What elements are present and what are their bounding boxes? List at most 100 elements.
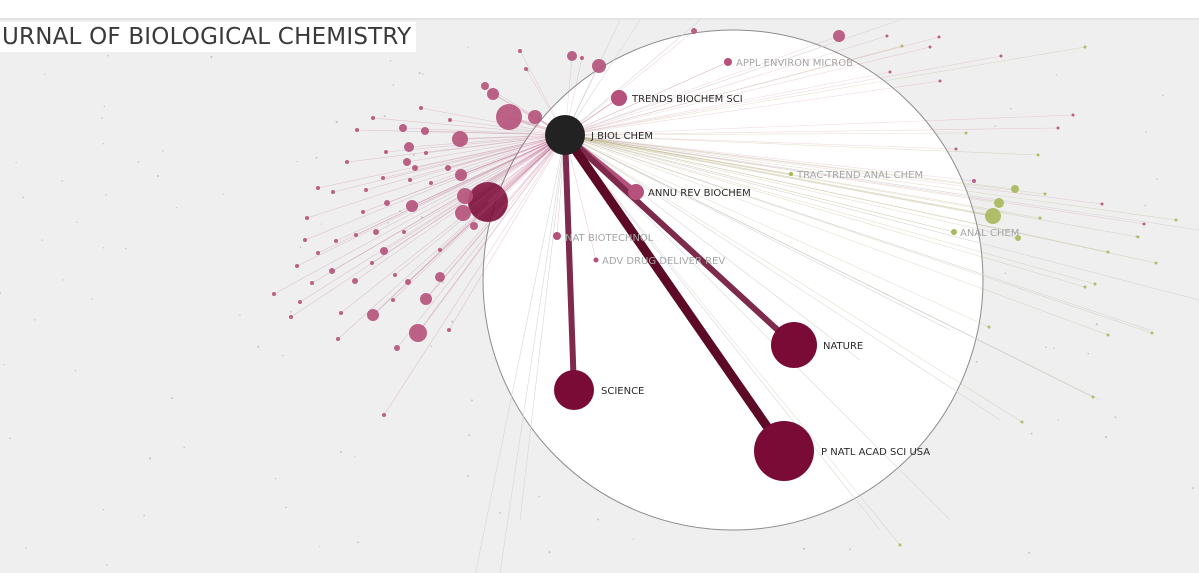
citation-network-graph[interactable]: APPL ENVIRON MICROB TRENDS BIOCHEM SCI TRA…: [0, 20, 1199, 573]
citing-journal-node[interactable]: [1056, 126, 1060, 130]
citing-journal-node[interactable]: [481, 82, 489, 90]
node-nat-biotechnol[interactable]: [553, 232, 561, 240]
node-trac-trend-anal-chem[interactable]: [789, 172, 793, 176]
citing-journal-node[interactable]: [355, 128, 359, 132]
citing-journal-node[interactable]: [329, 268, 335, 274]
node-science[interactable]: [554, 370, 594, 410]
citing-journal-node[interactable]: [447, 328, 451, 332]
node-trac-trend-anal-chem-label[interactable]: TRAC-TREND ANAL CHEM: [796, 170, 923, 181]
citing-journal-node[interactable]: [888, 70, 892, 74]
citing-journal-node[interactable]: [272, 292, 276, 296]
citing-journal-node[interactable]: [445, 165, 451, 171]
node-appl-environ-microb-label[interactable]: APPL ENVIRON MICROB: [736, 58, 853, 69]
citing-journal-node[interactable]: [399, 124, 407, 132]
citing-journal-node[interactable]: [954, 147, 958, 151]
chemistry-journal-node[interactable]: [898, 543, 902, 547]
citing-journal-node[interactable]: [518, 49, 522, 53]
chemistry-journal-node[interactable]: [987, 325, 991, 329]
citing-journal-node[interactable]: [409, 324, 427, 342]
chemistry-journal-node[interactable]: [1091, 395, 1095, 399]
citing-journal-node[interactable]: [381, 176, 385, 180]
node-trends-biochem-sci-label[interactable]: TRENDS BIOCHEM SCI: [631, 94, 743, 105]
citing-journal-node[interactable]: [405, 279, 411, 285]
citing-journal-node[interactable]: [380, 247, 388, 255]
citing-journal-node[interactable]: [885, 34, 889, 38]
citing-journal-node[interactable]: [345, 160, 349, 164]
citing-journal-node[interactable]: [1100, 202, 1104, 206]
node-adv-drug-deliver-rev-label[interactable]: ADV DRUG DELIVER REV: [602, 256, 725, 267]
citing-journal-node[interactable]: [364, 188, 368, 192]
citing-journal-node[interactable]: [833, 30, 845, 42]
citing-journal-node[interactable]: [406, 200, 418, 212]
citing-journal-node[interactable]: [352, 278, 358, 284]
citing-journal-node[interactable]: [403, 158, 411, 166]
chemistry-journal-node[interactable]: [1015, 235, 1021, 241]
citing-journal-node[interactable]: [435, 272, 445, 282]
citing-journal-node[interactable]: [331, 190, 335, 194]
citing-journal-node[interactable]: [361, 210, 365, 214]
network-canvas[interactable]: APPL ENVIRON MICROB TRENDS BIOCHEM SCI TRA…: [0, 20, 1199, 573]
chemistry-journal-node[interactable]: [1150, 331, 1154, 335]
citing-journal-node[interactable]: [371, 116, 375, 120]
citing-journal-node[interactable]: [370, 261, 374, 265]
citing-journal-node[interactable]: [394, 345, 400, 351]
citing-journal-node[interactable]: [455, 169, 467, 181]
node-p-natl-acad-sci-usa-label[interactable]: P NATL ACAD SCI USA: [821, 447, 930, 458]
citing-journal-node[interactable]: [373, 229, 379, 235]
citing-journal-node[interactable]: [316, 186, 320, 190]
citing-journal-node[interactable]: [419, 106, 423, 110]
chemistry-journal-node[interactable]: [1038, 216, 1042, 220]
citing-journal-node[interactable]: [424, 151, 428, 155]
citing-journal-node[interactable]: [404, 142, 414, 152]
citing-journal-node[interactable]: [1142, 222, 1146, 226]
chemistry-journal-node[interactable]: [1043, 192, 1047, 196]
chemistry-journal-node[interactable]: [994, 198, 1004, 208]
citing-journal-node[interactable]: [408, 178, 412, 182]
chemistry-journal-node[interactable]: [1154, 261, 1158, 265]
node-anal-chem[interactable]: [951, 229, 957, 235]
citing-journal-node[interactable]: [455, 205, 471, 221]
citing-journal-node[interactable]: [298, 300, 302, 304]
citing-journal-node[interactable]: [928, 45, 932, 49]
citing-journal-node[interactable]: [524, 67, 528, 71]
chemistry-journal-node[interactable]: [964, 131, 968, 135]
citing-journal-node[interactable]: [334, 239, 338, 243]
node-appl-environ-microb[interactable]: [724, 58, 732, 66]
citing-journal-node[interactable]: [305, 216, 309, 220]
citing-journal-node[interactable]: [691, 28, 697, 34]
chemistry-journal-node[interactable]: [1083, 45, 1087, 49]
citing-journal-node[interactable]: [336, 337, 340, 341]
node-nat-biotechnol-label[interactable]: NAT BIOTECHNOL: [565, 233, 654, 244]
citing-journal-node[interactable]: [972, 179, 976, 183]
citing-journal-node[interactable]: [412, 165, 418, 171]
citing-journal-node[interactable]: [938, 79, 942, 83]
citing-journal-node[interactable]: [567, 51, 577, 61]
chemistry-journal-node[interactable]: [1093, 282, 1097, 286]
citing-journal-node[interactable]: [391, 298, 395, 302]
citing-journal-node[interactable]: [429, 181, 433, 185]
citing-journal-node[interactable]: [999, 54, 1003, 58]
citing-journal-node[interactable]: [421, 127, 429, 135]
chemistry-journal-node[interactable]: [1036, 153, 1040, 157]
citing-journal-node[interactable]: [420, 293, 432, 305]
citing-journal-node[interactable]: [452, 131, 468, 147]
citing-journal-node[interactable]: [487, 88, 499, 100]
citing-journal-node[interactable]: [367, 309, 379, 321]
node-trends-biochem-sci[interactable]: [611, 90, 627, 106]
node-nature-label[interactable]: NATURE: [823, 341, 863, 352]
node-adv-drug-deliver-rev[interactable]: [593, 257, 599, 263]
chemistry-journal-node[interactable]: [1011, 185, 1019, 193]
chemistry-journal-node[interactable]: [985, 208, 1001, 224]
node-nature[interactable]: [771, 322, 817, 368]
citing-journal-node[interactable]: [937, 35, 941, 39]
chemistry-journal-node[interactable]: [900, 44, 904, 48]
citing-journal-node[interactable]: [382, 413, 386, 417]
focus-node-j-biol-chem[interactable]: [545, 115, 585, 155]
citing-journal-node[interactable]: [402, 230, 406, 234]
node-annu-rev-biochem[interactable]: [628, 184, 644, 200]
citing-journal-node[interactable]: [528, 110, 542, 124]
citing-journal-node[interactable]: [303, 238, 307, 242]
chemistry-journal-node[interactable]: [1106, 250, 1110, 254]
citing-journal-node[interactable]: [438, 248, 442, 252]
chemistry-journal-node[interactable]: [1020, 420, 1024, 424]
